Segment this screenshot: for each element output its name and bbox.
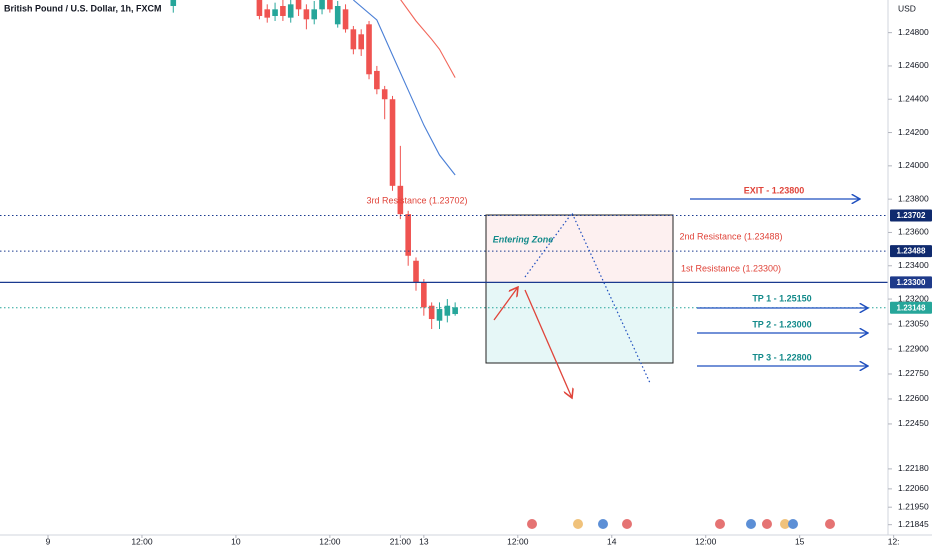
moving-average (400, 0, 456, 78)
zone-border (485, 214, 674, 364)
arrow (524, 289, 572, 398)
y-tick-label: 1.22600 (898, 393, 929, 403)
candle-body (421, 282, 427, 308)
moving-average (353, 0, 456, 176)
y-tick-label: 1.23200 (898, 293, 929, 303)
x-tick-label: 10 (231, 536, 241, 546)
candle-body (436, 309, 443, 321)
event-icon (573, 519, 583, 529)
x-tick-label: 12:00 (695, 536, 717, 546)
event-icon (762, 519, 772, 529)
drawings (493, 199, 868, 398)
candle-body (334, 5, 341, 25)
y-tick-label: 1.22180 (898, 463, 929, 473)
annotation: TP 3 - 1.22800 (752, 352, 811, 362)
candle-body (264, 9, 271, 18)
x-tick-label: 12:00 (507, 536, 529, 546)
y-tick-label: 1.24200 (898, 127, 929, 137)
annotations: 3rd Resistance (1.23702) Entering Zone 2… (366, 185, 811, 362)
zone-upper (486, 215, 673, 283)
x-tick-label: 12:00 (131, 536, 153, 546)
candle-body (428, 305, 435, 320)
y-tick-label: 1.21845 (898, 519, 929, 529)
candle-body (327, 0, 333, 10)
x-tick-label: 14 (607, 536, 617, 546)
candle-body (256, 0, 263, 16)
candle-body (366, 24, 372, 75)
price-tag-label: 1.23300 (897, 278, 926, 287)
price-tag (890, 209, 932, 222)
event-icon (527, 519, 537, 529)
candle-body (413, 260, 419, 283)
x-tick-label: 13 (419, 536, 429, 546)
projected-path (524, 211, 651, 384)
event-icon (788, 519, 798, 529)
y-tick-label: 1.22450 (898, 418, 929, 428)
event-icon (780, 519, 790, 529)
y-tick-label: 1.22060 (898, 483, 929, 493)
price-tag-label: 1.23702 (897, 211, 926, 220)
y-tick-label: 1.23050 (898, 318, 929, 328)
plot-area (170, 0, 458, 330)
x-tick-label: 15 (795, 536, 805, 546)
candle-body (303, 9, 310, 20)
event-icons (527, 519, 835, 529)
y-tick-label: 1.23600 (898, 227, 929, 237)
candle-body (358, 34, 364, 50)
y-tick-label: 1.22750 (898, 368, 929, 378)
candle-body (374, 70, 380, 90)
candle-body (381, 89, 388, 100)
candle-body (287, 4, 294, 18)
x-tick-label: 21:00 (390, 536, 412, 546)
event-icon (715, 519, 725, 529)
candle-body (444, 305, 451, 316)
zone-lower (486, 283, 673, 363)
event-icon (825, 519, 835, 529)
candle-body (342, 9, 349, 30)
annotation: 3rd Resistance (1.23702) (366, 195, 467, 205)
event-icon (622, 519, 632, 529)
arrow (493, 287, 518, 321)
candle-body (452, 307, 458, 315)
chart-title: British Pound / U.S. Dollar, 1h, FXCM (4, 3, 162, 13)
x-tick-label: 9 (46, 536, 51, 546)
y-tick-label: 1.24000 (898, 160, 929, 170)
x-tick-label: 12: (888, 536, 900, 546)
event-icon (598, 519, 608, 529)
candle-body (397, 185, 404, 215)
candle-body (272, 9, 278, 16)
event-icon (746, 519, 756, 529)
annotation: EXIT - 1.23800 (744, 185, 805, 195)
price-tag-label: 1.23488 (897, 247, 926, 256)
annotation: 2nd Resistance (1.23488) (679, 231, 782, 241)
candle-body (389, 99, 396, 186)
currency-label: USD (898, 3, 916, 13)
candle-body (280, 5, 286, 16)
annotation: TP 2 - 1.23000 (752, 319, 811, 329)
candle-body (350, 29, 357, 50)
x-tick-label: 12:00 (319, 536, 341, 546)
y-tick-label: 1.24800 (898, 27, 929, 37)
price-tag (890, 245, 932, 258)
y-tick-label: 1.22900 (898, 343, 929, 353)
candle-body (170, 0, 177, 6)
candle-body (405, 214, 411, 256)
y-tick-label: 1.21950 (898, 501, 929, 511)
axes: 1.24800 1.24600 1.24400 1.24200 1.24000 1.238… (46, 27, 932, 546)
annotation: Entering Zone (493, 234, 554, 244)
y-tick-label: 1.23400 (898, 260, 929, 270)
y-tick-label: 1.23800 (898, 193, 929, 203)
price-tag (890, 276, 932, 289)
y-tick-label: 1.24600 (898, 60, 929, 70)
candle-body (295, 0, 302, 10)
price-tag (890, 301, 932, 314)
annotation: 1st Resistance (1.23300) (681, 263, 781, 273)
candle-body (319, 0, 325, 10)
candle-body (311, 9, 318, 20)
annotation: TP 1 - 1.25150 (752, 293, 811, 303)
price-tag-label: 1.23148 (897, 303, 926, 312)
y-tick-label: 1.24400 (898, 93, 929, 103)
